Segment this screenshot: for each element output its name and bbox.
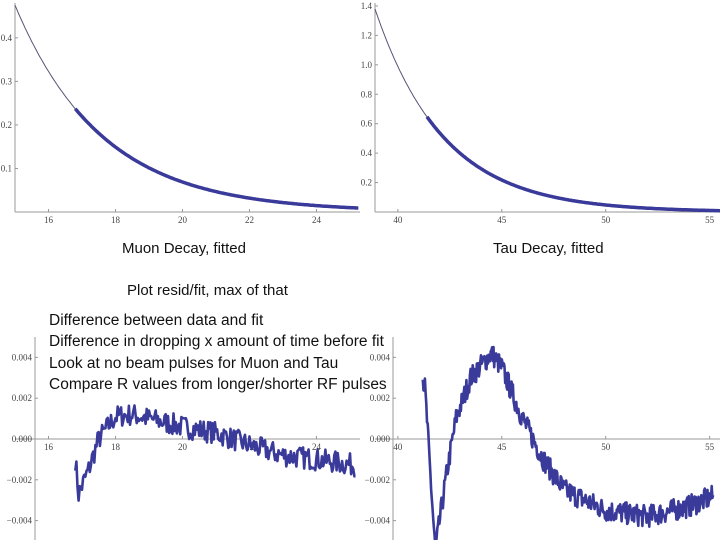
note-line: Difference between data and fit	[49, 312, 264, 329]
x-tick-label: 50	[601, 215, 611, 225]
y-tick-label: 0.004	[370, 352, 391, 362]
x-tick-label: 50	[601, 442, 611, 452]
x-tick-label: 18	[111, 215, 121, 225]
x-tick-label: 18	[111, 442, 121, 452]
x-tick-label: 45	[497, 442, 507, 452]
y-tick-label: −0.004	[7, 516, 33, 526]
y-tick-label: 0.002	[370, 393, 390, 403]
note-line: Look at no beam pulses for Muon and Tau	[49, 355, 339, 372]
y-tick-label: 1.4	[361, 1, 373, 11]
y-tick-label: −0.002	[365, 475, 390, 485]
y-tick-label: 0.4	[1, 33, 13, 43]
y-tick-label: 0.3	[1, 76, 13, 86]
note-line: Compare R values from longer/shorter RF …	[49, 376, 387, 393]
residual-series	[74, 404, 356, 502]
fit-curve	[374, 8, 720, 212]
y-tick-label: 0.4	[361, 148, 373, 158]
x-tick-label: 24	[312, 442, 322, 452]
y-tick-label: 0.6	[361, 119, 373, 129]
y-tick-label: 0.1	[1, 163, 12, 173]
tau-caption: Tau Decay, fitted	[493, 240, 604, 257]
x-tick-label: 22	[245, 215, 254, 225]
y-tick-label: 0.8	[361, 89, 373, 99]
y-tick-label: 0.002	[12, 393, 32, 403]
y-tick-label: 0.2	[361, 178, 372, 188]
chart-panel-0: 16 18 20 22 24 0.1 0.2 0.3 0.4	[1, 3, 360, 225]
y-tick-label: −0.002	[7, 475, 32, 485]
note-line: Difference in dropping x amount of time …	[49, 333, 384, 350]
x-tick-label: 20	[178, 215, 188, 225]
fit-curve	[14, 5, 359, 209]
chart-panel-3: 40 45 50 55 0.004 0.002 0.000 −0.002 −0.004	[365, 337, 720, 540]
x-tick-label: 45	[497, 215, 507, 225]
data-curve	[73, 107, 359, 210]
muon-caption: Muon Decay, fitted	[122, 240, 246, 257]
x-tick-label: 16	[44, 442, 54, 452]
x-tick-label: 24	[312, 215, 322, 225]
y-tick-label: 1.0	[361, 60, 373, 70]
y-tick-label: 0.2	[1, 120, 12, 130]
residual-series	[421, 345, 715, 540]
y-tick-label: 0.000	[12, 434, 33, 444]
y-tick-label: 0.004	[12, 352, 33, 362]
x-tick-label: 40	[393, 442, 403, 452]
x-tick-label: 40	[393, 215, 403, 225]
data-curve	[425, 115, 720, 213]
x-tick-label: 55	[705, 442, 715, 452]
y-tick-label: 1.2	[361, 30, 372, 40]
chart-panel-1: 40 45 50 55 0.2 0.4 0.6 0.8 1.0 1.2 1.4	[361, 1, 720, 225]
y-tick-label: −0.004	[365, 516, 391, 526]
x-tick-label: 16	[44, 215, 54, 225]
x-tick-label: 55	[705, 215, 715, 225]
x-tick-label: 20	[178, 442, 188, 452]
plot-note: Plot resid/fit, max of that	[127, 282, 288, 299]
y-tick-label: 0.000	[370, 434, 391, 444]
